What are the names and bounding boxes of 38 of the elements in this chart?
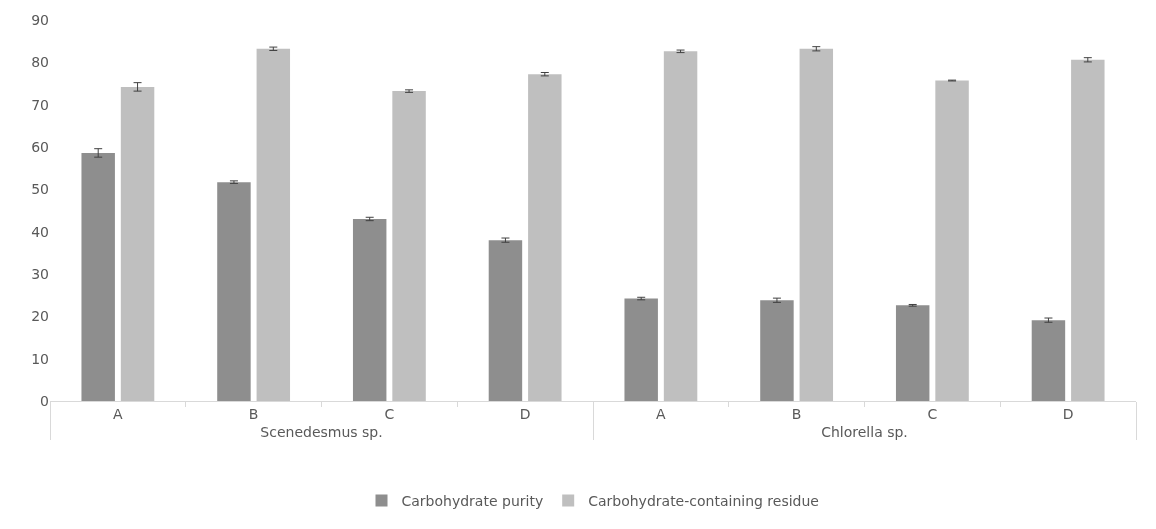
y-tick-label: 40: [31, 223, 49, 240]
bar: [895, 305, 930, 401]
x-tick-label: A: [113, 405, 124, 422]
y-tick-label: 20: [31, 308, 49, 325]
bar: [81, 152, 115, 401]
y-tick-label: 70: [31, 96, 49, 113]
bar: [352, 218, 387, 401]
bar: [256, 48, 291, 401]
bar: [663, 51, 698, 401]
y-tick-label: 90: [31, 11, 49, 28]
bar: [1071, 59, 1105, 401]
y-tick-label: 10: [31, 350, 49, 367]
x-tick-label: C: [927, 405, 938, 422]
y-tick-label: 0: [40, 392, 49, 409]
bar: [935, 80, 969, 401]
y-tick-label: 30: [31, 265, 49, 282]
x-tick-label: D: [1062, 405, 1074, 422]
y-tick-label: 80: [31, 54, 49, 71]
text: Scenedesmus sp.: [260, 423, 383, 440]
legend-label: Carbohydrate purity: [401, 492, 544, 509]
legend-label: Carbohydrate-containing residue: [588, 492, 819, 509]
bar: [1031, 320, 1066, 401]
x-tick-label: B: [791, 405, 802, 422]
y-tick-label: 60: [31, 138, 49, 155]
bar: [799, 48, 834, 401]
x-tick-label: C: [384, 405, 395, 422]
x-tick-label: D: [519, 405, 531, 422]
bar: [760, 300, 794, 401]
bar: [488, 240, 523, 401]
bar: [624, 298, 658, 401]
text: Chlorella sp.: [821, 423, 908, 440]
x-tick-label: A: [656, 405, 667, 422]
y-tick-label: 50: [31, 181, 49, 198]
bar: [528, 74, 562, 401]
x-tick-label: B: [248, 405, 259, 422]
bar: [120, 86, 155, 401]
bar: [217, 182, 251, 401]
bar: [392, 91, 426, 401]
